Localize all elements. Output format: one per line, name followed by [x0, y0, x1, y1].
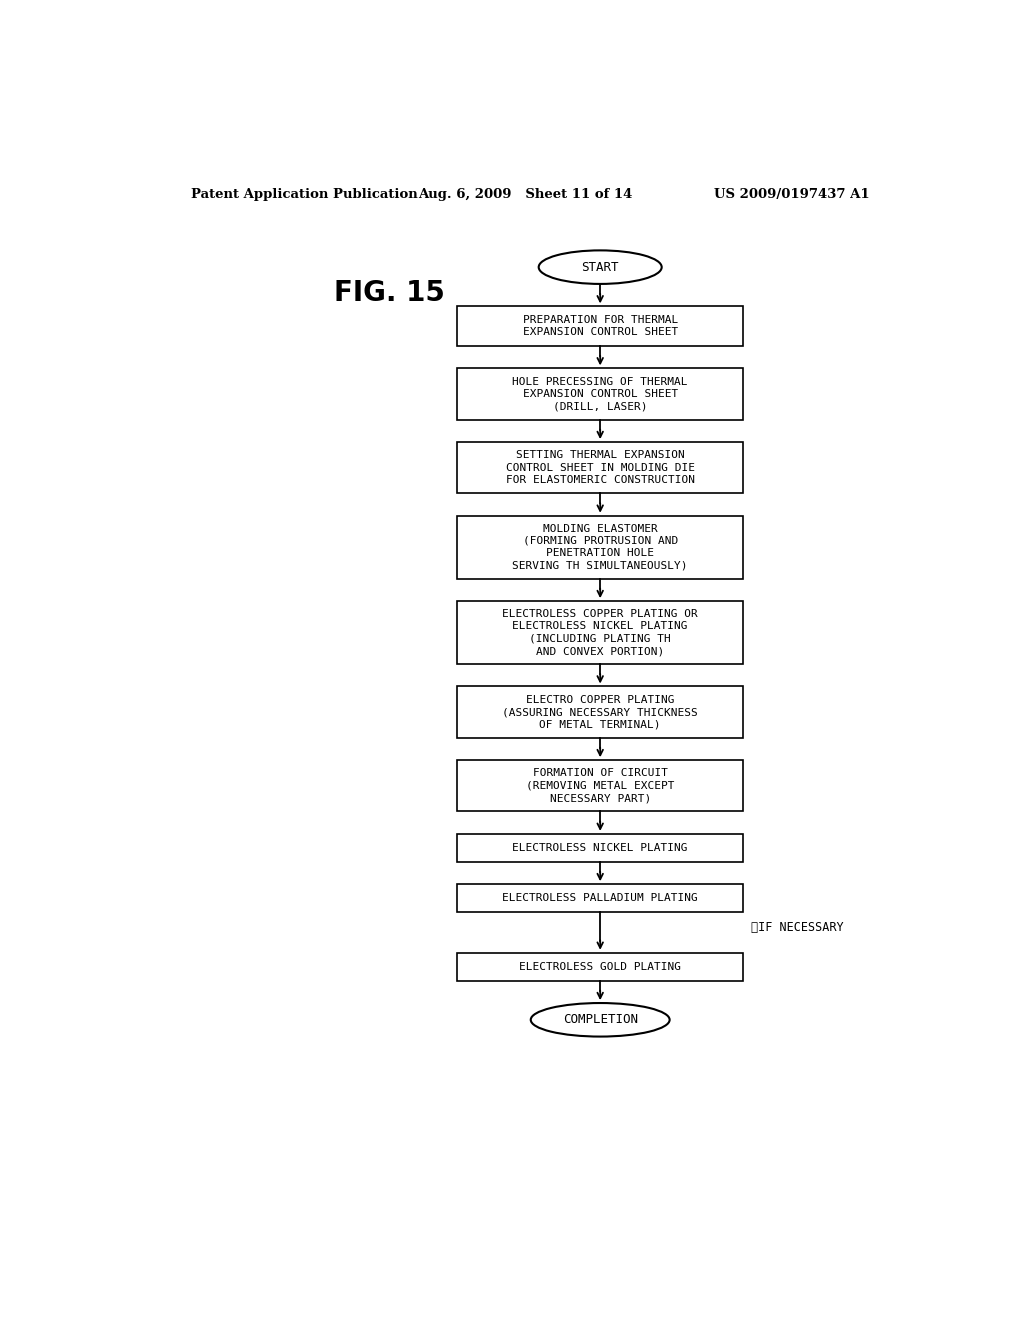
Text: ELECTRO COPPER PLATING
(ASSURING NECESSARY THICKNESS
OF METAL TERMINAL): ELECTRO COPPER PLATING (ASSURING NECESSA… — [503, 694, 698, 730]
Text: US 2009/0197437 A1: US 2009/0197437 A1 — [715, 189, 870, 202]
FancyBboxPatch shape — [458, 760, 743, 812]
Text: PREPARATION FOR THERMAL
EXPANSION CONTROL SHEET: PREPARATION FOR THERMAL EXPANSION CONTRO… — [522, 315, 678, 338]
Text: ELECTROLESS COPPER PLATING OR
ELECTROLESS NICKEL PLATING
(INCLUDING PLATING TH
A: ELECTROLESS COPPER PLATING OR ELECTROLES… — [503, 609, 698, 656]
Text: ELECTROLESS PALLADIUM PLATING: ELECTROLESS PALLADIUM PLATING — [503, 894, 698, 903]
Text: FIG. 15: FIG. 15 — [334, 279, 445, 306]
Text: SETTING THERMAL EXPANSION
CONTROL SHEET IN MOLDING DIE
FOR ELASTOMERIC CONSTRUCT: SETTING THERMAL EXPANSION CONTROL SHEET … — [506, 450, 694, 484]
Text: ※IF NECESSARY: ※IF NECESSARY — [751, 921, 844, 933]
Text: START: START — [582, 260, 618, 273]
FancyBboxPatch shape — [458, 306, 743, 346]
Text: MOLDING ELASTOMER
(FORMING PROTRUSION AND
PENETRATION HOLE
SERVING TH SIMULTANEO: MOLDING ELASTOMER (FORMING PROTRUSION AN… — [512, 524, 688, 570]
Text: COMPLETION: COMPLETION — [563, 1014, 638, 1026]
FancyBboxPatch shape — [458, 601, 743, 664]
Text: Patent Application Publication: Patent Application Publication — [191, 189, 418, 202]
FancyBboxPatch shape — [458, 516, 743, 578]
Text: ELECTROLESS GOLD PLATING: ELECTROLESS GOLD PLATING — [519, 962, 681, 972]
FancyBboxPatch shape — [458, 834, 743, 862]
Text: HOLE PRECESSING OF THERMAL
EXPANSION CONTROL SHEET
(DRILL, LASER): HOLE PRECESSING OF THERMAL EXPANSION CON… — [512, 376, 688, 412]
FancyBboxPatch shape — [458, 686, 743, 738]
FancyBboxPatch shape — [458, 368, 743, 420]
FancyBboxPatch shape — [458, 884, 743, 912]
Text: FORMATION OF CIRCUIT
(REMOVING METAL EXCEPT
NECESSARY PART): FORMATION OF CIRCUIT (REMOVING METAL EXC… — [526, 768, 675, 803]
Text: ELECTROLESS NICKEL PLATING: ELECTROLESS NICKEL PLATING — [512, 842, 688, 853]
FancyBboxPatch shape — [458, 442, 743, 494]
Ellipse shape — [539, 251, 662, 284]
Text: Aug. 6, 2009   Sheet 11 of 14: Aug. 6, 2009 Sheet 11 of 14 — [418, 189, 632, 202]
Ellipse shape — [530, 1003, 670, 1036]
FancyBboxPatch shape — [458, 953, 743, 981]
